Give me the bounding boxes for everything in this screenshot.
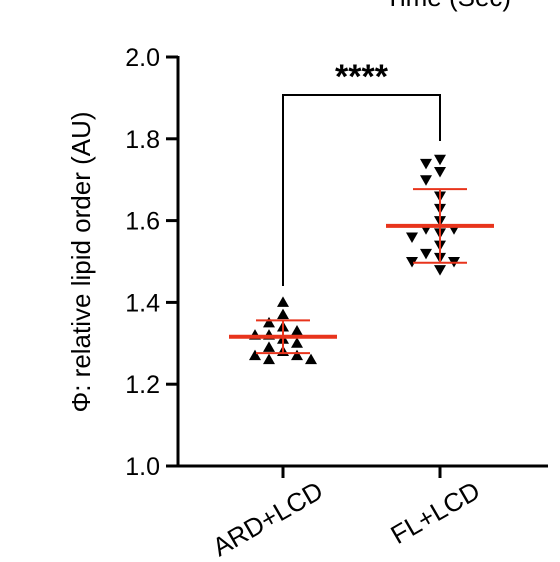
y-tick-label: 1.6: [125, 208, 160, 236]
data-point: [420, 248, 432, 260]
data-point: [277, 308, 289, 320]
axes: [176, 56, 548, 478]
y-tick-label: 1.8: [125, 126, 160, 154]
significance-stars: ****: [335, 58, 389, 96]
data-point: [434, 154, 446, 166]
bracket-line: [282, 94, 441, 286]
y-tick-label: 2.0: [125, 44, 160, 72]
y-tick-label: 1.0: [125, 453, 160, 481]
data-point: [434, 265, 446, 276]
data-point: [420, 158, 432, 170]
data-point: [305, 353, 317, 365]
data-point: [406, 232, 418, 243]
data-points: [249, 154, 460, 365]
data-point: [434, 167, 446, 178]
significance-bracket: ****: [282, 58, 441, 286]
data-point: [249, 349, 261, 361]
data-point: [263, 316, 275, 328]
data-point: [277, 296, 289, 307]
data-point: [263, 341, 275, 352]
data-point: [263, 353, 275, 365]
x-tick-label: FL+LCD: [386, 475, 485, 550]
x-tick-labels: ARD+LCD FL+LCD: [207, 475, 485, 562]
x-tick-label: ARD+LCD: [207, 475, 328, 562]
y-tick-label: 1.4: [125, 289, 160, 317]
mean-sd-bars: [229, 188, 494, 355]
y-ticks: 1.0 1.2 1.4 1.6 1.8 2.0: [125, 44, 178, 481]
data-point: [291, 349, 303, 361]
data-point: [291, 325, 303, 336]
y-tick-label: 1.2: [125, 371, 160, 399]
data-point: [406, 257, 418, 268]
header-fragment: Time (Sec): [385, 0, 511, 12]
data-point: [291, 337, 303, 348]
data-point: [420, 175, 432, 186]
y-axis-label: Φ: relative lipid order (AU): [66, 111, 96, 412]
